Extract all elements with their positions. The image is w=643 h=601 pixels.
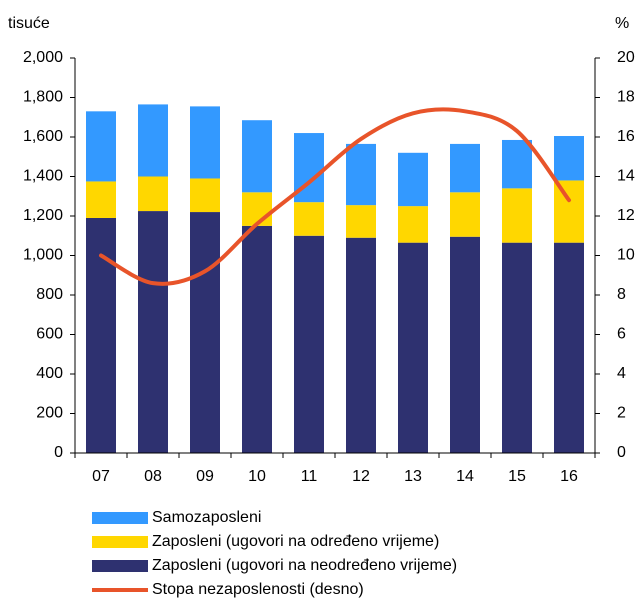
line-series <box>99 107 571 286</box>
bar-segment <box>346 237 376 453</box>
legend-swatch <box>92 512 148 524</box>
x-tick-label: 16 <box>560 468 578 485</box>
y-tick-label: 1,800 <box>23 89 63 106</box>
x-tick-label: 14 <box>456 468 474 485</box>
bar-segment <box>346 205 376 238</box>
bar-segment <box>294 235 324 453</box>
x-tick-label: 15 <box>508 468 526 485</box>
y2-tick-label: 14 <box>617 168 635 185</box>
bar-segment <box>294 202 324 236</box>
y-tick-label: 800 <box>36 286 63 303</box>
bar-segment <box>554 180 584 243</box>
y-axis-label: tisuće <box>8 15 50 32</box>
bar-segment <box>190 212 220 453</box>
bar-segment <box>450 143 480 193</box>
y2-tick-label: 6 <box>617 326 626 343</box>
x-tick-label: 08 <box>144 468 162 485</box>
bar-segment <box>554 136 584 181</box>
bar-segment <box>502 139 532 189</box>
legend-label: Stopa nezaposlenosti (desno) <box>152 581 364 598</box>
bar-segment <box>346 143 376 206</box>
y2-tick-label: 20 <box>617 49 635 66</box>
y-tick-label: 200 <box>36 405 63 422</box>
bar-segment <box>242 120 272 193</box>
x-tick-label: 11 <box>301 468 318 485</box>
bar-segment <box>450 236 480 453</box>
y-tick-label: 400 <box>36 365 63 382</box>
bar-segment <box>398 206 428 243</box>
x-tick-label: 07 <box>92 468 110 485</box>
y2-tick-label: 8 <box>617 286 626 303</box>
bar-segment <box>502 188 532 243</box>
bar-segment <box>502 242 532 453</box>
legend-swatch <box>92 560 148 572</box>
y-tick-label: 600 <box>36 326 63 343</box>
bar-segment <box>86 181 116 218</box>
y-tick-label: 1,600 <box>23 128 63 145</box>
x-tick-label: 10 <box>248 468 266 485</box>
y2-tick-label: 16 <box>617 128 635 145</box>
legend-label: Samozaposleni <box>152 509 261 526</box>
y2-tick-label: 18 <box>617 89 635 106</box>
legend-label: Zaposleni (ugovori na neodređeno vrijeme… <box>152 557 457 574</box>
bar-segment <box>554 242 584 453</box>
y-tick-label: 2,000 <box>23 49 63 66</box>
bar-segment <box>398 152 428 207</box>
bar-segment <box>86 111 116 182</box>
legend-swatch <box>92 536 148 548</box>
bar-segment <box>138 176 168 212</box>
y2-tick-label: 4 <box>617 365 626 382</box>
y2-tick-label: 12 <box>617 207 635 224</box>
y-tick-label: 1,000 <box>23 247 63 264</box>
y2-tick-label: 0 <box>617 444 626 461</box>
bar-segment <box>138 104 168 177</box>
bar-segment <box>138 211 168 453</box>
y2-axis-label: % <box>615 15 629 32</box>
y-tick-label: 1,400 <box>23 168 63 185</box>
bar-segment <box>86 217 116 453</box>
bar-segment <box>242 225 272 453</box>
y2-tick-label: 2 <box>617 405 626 422</box>
bar-segment <box>190 178 220 213</box>
bar-segment <box>190 106 220 179</box>
bar-segment <box>242 192 272 226</box>
x-tick-label: 12 <box>352 468 370 485</box>
bar-segment <box>398 242 428 453</box>
y-tick-label: 0 <box>54 444 63 461</box>
legend-label: Zaposleni (ugovori na određeno vrijeme) <box>152 533 439 550</box>
y2-tick-label: 10 <box>617 247 635 264</box>
x-tick-label: 13 <box>404 468 422 485</box>
x-tick-label: 09 <box>196 468 214 485</box>
bar-segment <box>450 192 480 237</box>
y-tick-label: 1,200 <box>23 207 63 224</box>
